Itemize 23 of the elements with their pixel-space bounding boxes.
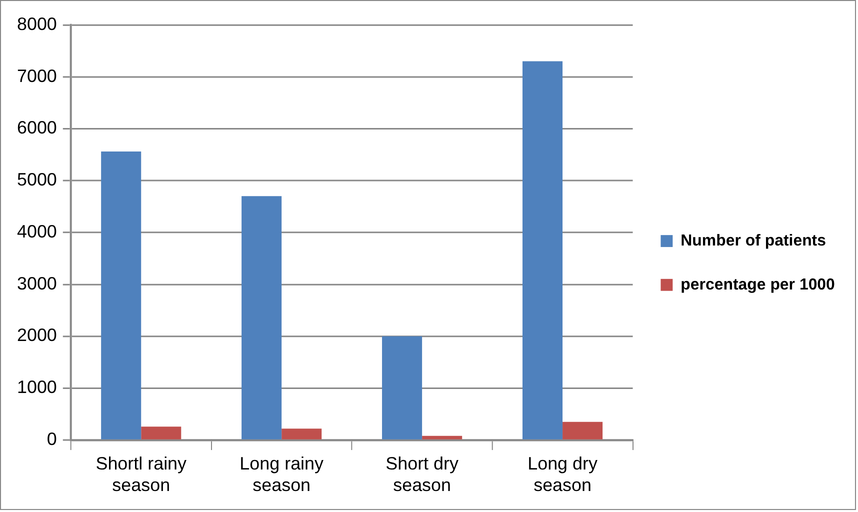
bar: [141, 426, 182, 440]
y-tick-label: 0: [46, 429, 57, 450]
x-tick-label: Shortl rainy season: [96, 454, 187, 496]
y-tick-label: 8000: [16, 14, 57, 34]
y-tick-label: 1000: [16, 377, 57, 398]
legend-label: percentage per 1000: [680, 276, 836, 294]
bar: [242, 196, 282, 440]
x-tick-label: Short dry season: [386, 454, 459, 496]
y-tick-label: 4000: [16, 221, 57, 242]
y-tick-label: 2000: [16, 325, 57, 346]
y-tick-label: 5000: [16, 170, 57, 190]
bar: [382, 336, 422, 440]
x-tick-label: Long dry season: [528, 454, 598, 496]
x-tick-label: Long rainy season: [240, 454, 324, 496]
y-tick-label: 3000: [16, 273, 57, 294]
y-tick-label: 7000: [16, 66, 57, 86]
bar: [101, 152, 142, 440]
y-tick-label: 6000: [16, 118, 57, 138]
bar: [422, 436, 462, 440]
bar: [522, 61, 563, 440]
bar: [282, 428, 322, 440]
bar: [562, 422, 603, 440]
legend-label: Number of patients: [680, 232, 826, 250]
